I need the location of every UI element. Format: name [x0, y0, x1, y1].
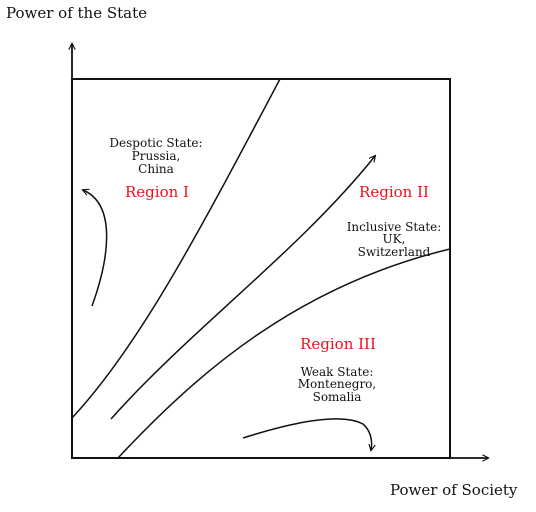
region-1-example-2: China: [138, 162, 174, 176]
region-3-example-2: Somalia: [313, 390, 362, 404]
region-2-example-1: UK,: [383, 232, 406, 246]
region-2-state-title: Inclusive State:: [347, 220, 442, 234]
region-2-example-2: Switzerland: [358, 245, 431, 259]
region-3-state-title: Weak State:: [301, 365, 374, 379]
despotic-boundary-curve: [71, 78, 281, 419]
region-2-label: Region II: [359, 183, 429, 201]
region-1-label: Region I: [125, 183, 189, 201]
weak-boundary-curve: [117, 248, 451, 459]
region-3-example-1: Montenegro,: [298, 377, 376, 391]
despotic-drift-arrow: [83, 190, 108, 307]
diagram-frame: [71, 78, 451, 459]
region-1-state-title: Despotic State:: [109, 136, 202, 150]
region-3-label: Region III: [300, 335, 376, 353]
x-axis-label: Power of Society: [390, 481, 518, 499]
y-axis-label: Power of the State: [6, 4, 147, 22]
weak-drift-arrow: [242, 418, 372, 450]
region-1-example-1: Prussia,: [132, 149, 181, 163]
inclusive-corridor-arrow: [110, 156, 375, 420]
